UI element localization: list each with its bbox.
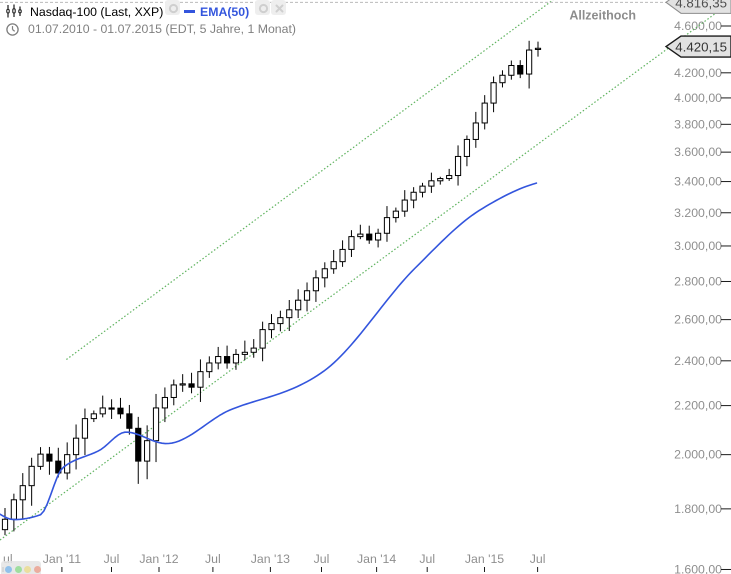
svg-text:2.000,00: 2.000,00 [674,448,722,462]
svg-text:Jan '12: Jan '12 [139,552,178,566]
svg-text:2.200,00: 2.200,00 [674,399,722,413]
svg-text:4.000,00: 4.000,00 [674,91,722,105]
svg-text:3.200,00: 3.200,00 [674,206,722,220]
svg-text:4.420,15: 4.420,15 [675,40,727,55]
svg-text:Jan '15: Jan '15 [465,552,504,566]
svg-text:3.600,00: 3.600,00 [674,145,722,159]
svg-text:Jan '11: Jan '11 [43,552,82,566]
svg-text:4.200,00: 4.200,00 [674,66,722,80]
svg-text:Jul: Jul [205,552,221,566]
svg-text:4.816,35: 4.816,35 [675,0,727,10]
svg-text:Jul: Jul [419,552,435,566]
svg-text:Jan '14: Jan '14 [357,552,396,566]
svg-text:3.800,00: 3.800,00 [674,117,722,131]
svg-text:2.800,00: 2.800,00 [674,274,722,288]
svg-text:3.400,00: 3.400,00 [674,175,722,189]
svg-text:Jul: Jul [530,552,546,566]
svg-text:3.000,00: 3.000,00 [674,239,722,253]
svg-text:Jan '13: Jan '13 [251,552,290,566]
svg-text:2.600,00: 2.600,00 [674,313,722,327]
svg-text:2.400,00: 2.400,00 [674,354,722,368]
svg-text:4.600,00: 4.600,00 [674,19,722,33]
svg-text:1.600,00: 1.600,00 [674,562,722,574]
svg-text:Jul: Jul [104,552,120,566]
svg-text:Jul: Jul [314,552,330,566]
svg-text:1.800,00: 1.800,00 [674,502,722,516]
